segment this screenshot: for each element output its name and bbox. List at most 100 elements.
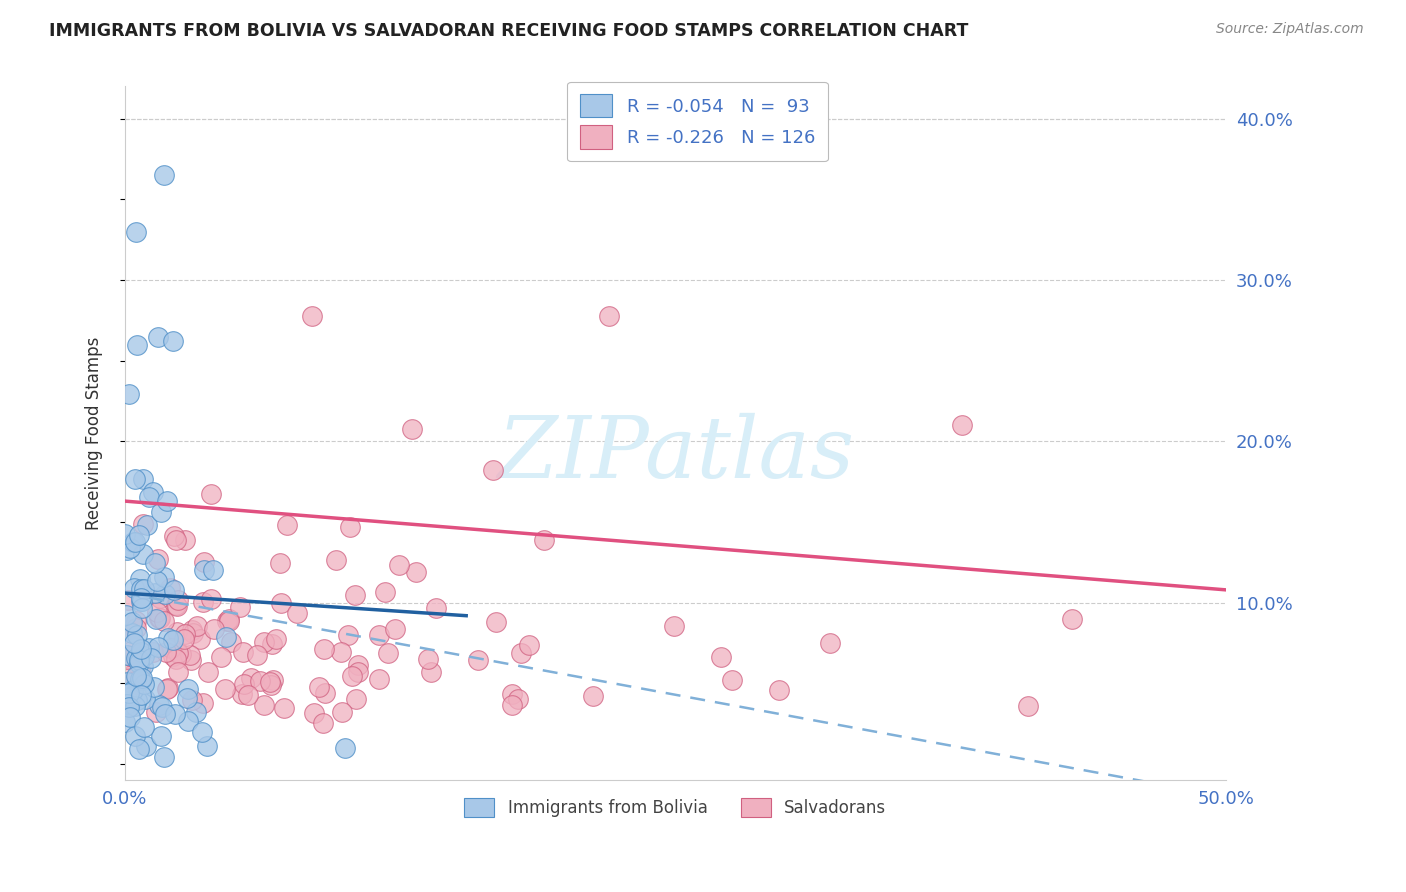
Point — [146, 606, 169, 620]
Point — [129, 688, 152, 702]
Point — [117, 593, 139, 607]
Point — [162, 649, 184, 664]
Point — [142, 485, 165, 500]
Point — [156, 631, 179, 645]
Point — [388, 558, 411, 573]
Point — [134, 648, 156, 663]
Point — [314, 686, 336, 700]
Point — [582, 690, 605, 704]
Point — [143, 586, 166, 600]
Point — [167, 592, 190, 607]
Point — [374, 585, 396, 599]
Point — [115, 607, 138, 622]
Point — [122, 581, 145, 595]
Point — [121, 626, 143, 640]
Point — [229, 599, 252, 614]
Point — [156, 681, 179, 695]
Point — [146, 574, 169, 588]
Point — [191, 696, 214, 710]
Point — [167, 665, 190, 680]
Point — [131, 547, 153, 561]
Point — [153, 749, 176, 764]
Point — [162, 334, 184, 349]
Point — [481, 463, 503, 477]
Point — [122, 534, 145, 549]
Point — [142, 645, 165, 659]
Point — [180, 653, 202, 667]
Point — [152, 570, 174, 584]
Point — [188, 632, 211, 646]
Text: Source: ZipAtlas.com: Source: ZipAtlas.com — [1216, 22, 1364, 37]
Point — [401, 422, 423, 436]
Point — [325, 553, 347, 567]
Point — [148, 611, 170, 625]
Point — [120, 541, 142, 555]
Point — [231, 645, 253, 659]
Point — [368, 672, 391, 686]
Point — [253, 634, 276, 648]
Point — [202, 622, 225, 636]
Point — [377, 646, 399, 660]
Point — [510, 646, 533, 660]
Point — [120, 689, 142, 703]
Point — [120, 644, 142, 658]
Point — [273, 700, 295, 714]
Point — [129, 673, 152, 687]
Point — [125, 677, 148, 691]
Point — [181, 625, 204, 640]
Point — [153, 168, 176, 182]
Point — [190, 725, 212, 739]
Point — [114, 526, 136, 541]
Point — [131, 594, 153, 608]
Point — [1060, 612, 1083, 626]
Point — [233, 676, 256, 690]
Point — [132, 659, 155, 673]
Point — [330, 705, 353, 719]
Point — [259, 674, 281, 689]
Point — [485, 615, 508, 630]
Point — [501, 687, 523, 701]
Point — [156, 681, 179, 696]
Point — [177, 681, 200, 696]
Point — [125, 669, 148, 683]
Point — [134, 582, 156, 596]
Point — [117, 697, 139, 711]
Point — [128, 672, 150, 686]
Point — [169, 648, 191, 662]
Point — [156, 493, 179, 508]
Point — [195, 739, 218, 753]
Point — [129, 582, 152, 597]
Point — [184, 705, 207, 719]
Point — [467, 653, 489, 667]
Point — [125, 628, 148, 642]
Point — [269, 556, 291, 570]
Point — [129, 591, 152, 605]
Legend: Immigrants from Bolivia, Salvadorans: Immigrants from Bolivia, Salvadorans — [458, 791, 893, 824]
Point — [333, 741, 356, 756]
Point — [384, 622, 406, 636]
Point — [149, 611, 172, 625]
Point — [166, 647, 188, 661]
Point — [425, 600, 447, 615]
Point — [506, 692, 529, 706]
Point — [118, 700, 141, 714]
Point — [135, 739, 157, 753]
Point — [662, 618, 685, 632]
Point — [128, 656, 150, 670]
Point — [191, 595, 214, 609]
Point — [165, 598, 187, 612]
Point — [160, 641, 183, 656]
Point — [1017, 699, 1039, 714]
Point — [950, 418, 973, 433]
Point — [368, 628, 391, 642]
Point — [276, 518, 298, 533]
Point — [166, 599, 188, 613]
Point — [179, 648, 201, 663]
Point — [165, 533, 187, 547]
Point — [818, 636, 841, 650]
Point — [143, 680, 166, 694]
Point — [129, 645, 152, 659]
Point — [127, 650, 149, 665]
Point — [209, 649, 232, 664]
Point — [128, 528, 150, 542]
